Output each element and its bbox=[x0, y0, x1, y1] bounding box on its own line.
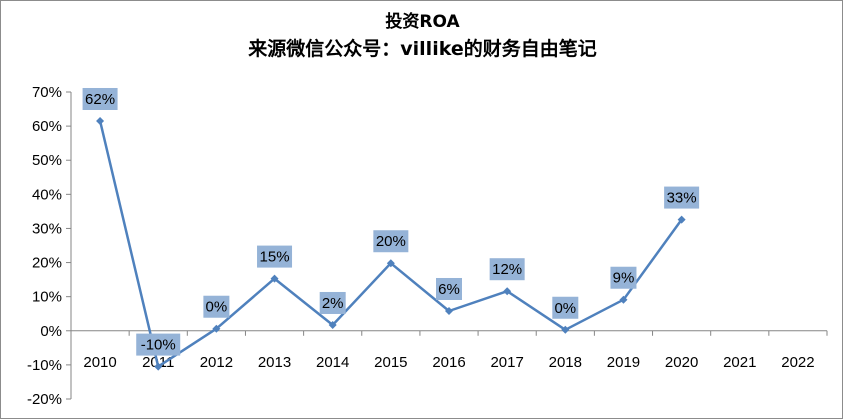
data-label: 0% bbox=[203, 295, 230, 318]
y-tick-label: 40% bbox=[32, 186, 62, 203]
data-label-bg bbox=[489, 258, 525, 281]
data-label: 2% bbox=[319, 291, 346, 314]
chart-axes bbox=[66, 91, 828, 400]
data-point bbox=[677, 215, 686, 224]
y-tick-label: 50% bbox=[32, 152, 62, 169]
y-tick-label: 60% bbox=[32, 118, 62, 135]
y-tick-label: 70% bbox=[32, 84, 62, 101]
x-tick-label: 2014 bbox=[316, 354, 349, 371]
data-label-text: 12% bbox=[492, 261, 522, 278]
data-label-bg bbox=[610, 266, 637, 289]
data-point bbox=[445, 306, 453, 315]
data-label-text: 9% bbox=[613, 270, 635, 287]
data-point bbox=[96, 116, 105, 125]
data-label: 33% bbox=[664, 186, 700, 209]
data-point bbox=[561, 325, 570, 334]
y-tick-label: 0% bbox=[40, 323, 62, 340]
x-tick-label: 2012 bbox=[200, 354, 233, 371]
data-markers bbox=[96, 116, 686, 371]
data-label: 12% bbox=[489, 258, 525, 281]
data-label-text: 6% bbox=[438, 281, 460, 298]
y-tick-label: 30% bbox=[32, 220, 62, 237]
x-tick-label: 2020 bbox=[665, 354, 698, 371]
chart-title-block: 投资ROA 来源微信公众号：villike的财务自由笔记 bbox=[1, 9, 843, 63]
data-label-text: -10% bbox=[141, 337, 176, 354]
data-labels: 62% -10% 0% 15% 2% 20% 6% 12% 0% 9% 33% bbox=[82, 87, 700, 356]
data-point bbox=[386, 259, 395, 268]
x-tick-label: 2015 bbox=[374, 354, 407, 371]
x-tick-label: 2018 bbox=[549, 354, 582, 371]
data-label: 6% bbox=[436, 277, 462, 300]
data-label-text: 15% bbox=[260, 249, 290, 266]
data-label: -10% bbox=[136, 333, 181, 356]
data-point bbox=[328, 320, 337, 329]
x-tick-label: 2019 bbox=[607, 354, 640, 371]
data-label: 9% bbox=[610, 266, 637, 289]
data-label-text: 2% bbox=[322, 295, 344, 312]
chart-title: 投资ROA bbox=[385, 12, 460, 32]
data-label-text: 62% bbox=[85, 91, 115, 108]
y-tick-labels: 70% 60% 50% 40% 30% 20% 10% 0% -10% -20% bbox=[27, 84, 62, 408]
data-label-text: 33% bbox=[667, 190, 697, 207]
x-tick-label: 2017 bbox=[490, 354, 523, 371]
data-label-bg bbox=[552, 296, 579, 319]
data-label: 62% bbox=[82, 87, 118, 110]
data-label-text: 0% bbox=[206, 299, 228, 316]
data-point bbox=[619, 295, 628, 304]
y-tick-label: -10% bbox=[27, 357, 62, 374]
data-label-bg bbox=[664, 186, 700, 209]
data-label: 0% bbox=[552, 296, 579, 319]
data-label-bg bbox=[257, 245, 293, 268]
data-point bbox=[212, 324, 221, 333]
data-point bbox=[270, 274, 279, 283]
x-tick-label: 2021 bbox=[723, 354, 756, 371]
data-label: 20% bbox=[373, 230, 409, 253]
data-label-text: 20% bbox=[376, 233, 406, 250]
data-label-bg bbox=[203, 295, 230, 318]
data-label-bg bbox=[82, 87, 118, 110]
data-point bbox=[503, 287, 512, 296]
x-tick-label: 2016 bbox=[432, 354, 465, 371]
data-point bbox=[154, 362, 163, 371]
x-tick-label: 2013 bbox=[258, 354, 291, 371]
y-tick-label: 20% bbox=[32, 255, 62, 272]
y-tick-label: -20% bbox=[27, 391, 62, 408]
x-tick-labels: 2010 2011 2012 2013 2014 2015 2016 2017 2018 2019… bbox=[83, 354, 814, 371]
y-tick-label: 10% bbox=[32, 289, 62, 306]
x-tick-label: 2010 bbox=[83, 354, 116, 371]
data-label-text: 0% bbox=[554, 300, 576, 317]
data-label-bg bbox=[319, 291, 346, 314]
data-label-bg bbox=[136, 333, 181, 356]
x-tick-label: 2022 bbox=[781, 354, 814, 371]
data-label-bg bbox=[373, 230, 409, 253]
data-label-bg bbox=[436, 277, 462, 300]
data-label: 15% bbox=[257, 245, 293, 268]
chart-subtitle: 来源微信公众号：villike的财务自由笔记 bbox=[248, 38, 597, 60]
